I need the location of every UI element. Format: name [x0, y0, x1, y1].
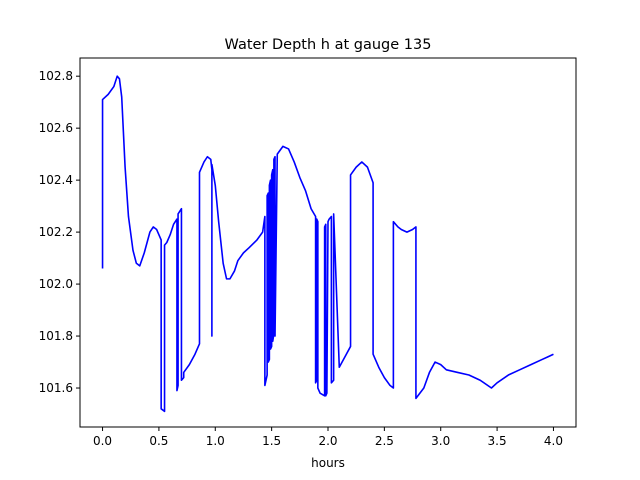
x-tick-label: 4.0	[544, 434, 563, 448]
series-line-0	[101, 75, 554, 413]
x-tick-label: 2.5	[375, 434, 394, 448]
y-tick-label: 101.8	[39, 329, 73, 343]
x-tick-label: 3.5	[488, 434, 507, 448]
x-tick-label: 1.5	[262, 434, 281, 448]
x-axis: 0.0 0.5 1.0 1.5 2.0 2.5 3.0 3.5 4.0	[93, 427, 563, 448]
x-tick-label: 0.5	[149, 434, 168, 448]
x-tick-label: 1.0	[206, 434, 225, 448]
chart-title: Water Depth h at gauge 135	[225, 37, 432, 53]
y-tick-label: 102.6	[39, 121, 73, 135]
y-axis: 101.6 101.8 102.0 102.2 102.4 102.6 102.8	[39, 69, 80, 395]
plot-area	[101, 75, 554, 413]
x-tick-label: 3.0	[431, 434, 450, 448]
y-tick-label: 102.0	[39, 277, 73, 291]
y-tick-label: 102.4	[39, 173, 73, 187]
x-axis-label: hours	[311, 456, 345, 470]
x-tick-label: 0.0	[93, 434, 112, 448]
x-tick-label: 2.0	[318, 434, 337, 448]
y-tick-label: 102.2	[39, 225, 73, 239]
y-tick-label: 102.8	[39, 69, 73, 83]
y-tick-label: 101.6	[39, 381, 73, 395]
